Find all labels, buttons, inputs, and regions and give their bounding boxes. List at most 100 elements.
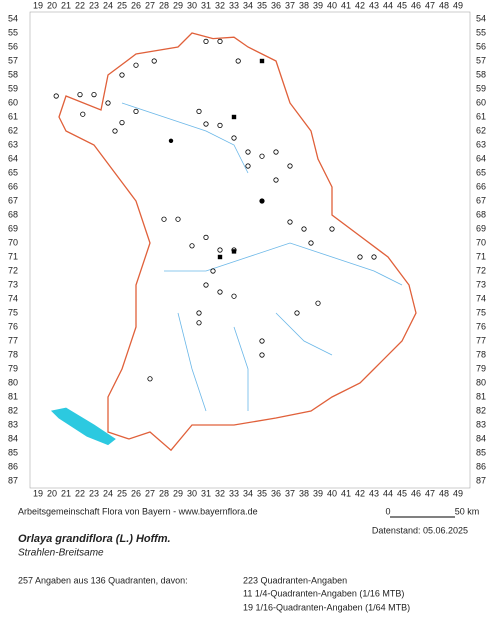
occurrence-filled — [259, 198, 265, 204]
occurrences — [53, 38, 377, 382]
row-label: 87 — [476, 475, 486, 485]
row-label: 71 — [8, 251, 18, 261]
column-label: 32 — [215, 488, 225, 498]
row-label: 61 — [8, 111, 18, 121]
row-label: 67 — [476, 195, 486, 205]
column-label: 35 — [257, 488, 267, 498]
occurrence-filled — [168, 138, 174, 143]
row-label: 85 — [476, 447, 486, 457]
row-label: 87 — [8, 475, 18, 485]
row-label: 83 — [476, 419, 486, 429]
column-label: 28 — [159, 0, 169, 10]
date: Datenstand: 05.06.2025 — [372, 525, 468, 535]
row-label: 56 — [8, 41, 18, 51]
column-label: 32 — [215, 0, 225, 10]
state-border — [58, 32, 417, 452]
row-label: 74 — [8, 293, 18, 303]
occurrence — [371, 254, 377, 260]
row-label: 69 — [476, 223, 486, 233]
column-label: 33 — [229, 488, 239, 498]
occurrence — [245, 163, 251, 169]
column-label: 36 — [271, 488, 281, 498]
column-label: 47 — [425, 488, 435, 498]
row-label: 82 — [476, 405, 486, 415]
column-label: 48 — [439, 0, 449, 10]
occurrence — [308, 240, 314, 246]
occurrence — [189, 243, 195, 249]
rivers — [121, 102, 403, 412]
river — [164, 242, 403, 286]
lake — [50, 407, 116, 446]
column-label: 31 — [201, 0, 211, 10]
occurrence — [259, 338, 265, 344]
row-label: 77 — [8, 335, 18, 345]
occurrence — [203, 121, 209, 127]
occurrence — [53, 93, 59, 99]
count: 223 Quadranten-Angaben — [243, 575, 347, 585]
row-label: 78 — [8, 349, 18, 359]
river — [233, 326, 249, 411]
column-label: 44 — [383, 488, 393, 498]
occurrence — [217, 122, 223, 129]
column-label: 28 — [159, 488, 169, 498]
column-label: 19 — [33, 0, 43, 10]
column-label: 43 — [369, 0, 379, 10]
column-label: 49 — [453, 488, 463, 498]
credit: Arbeitsgemeinschaft Flora von Bayern - w… — [18, 506, 258, 516]
column-label: 44 — [383, 0, 393, 10]
column-label: 27 — [145, 488, 155, 498]
column-label: 35 — [257, 0, 267, 10]
row-label: 75 — [8, 307, 18, 317]
subtitle: Strahlen-Breitsame — [18, 548, 104, 559]
occurrence — [196, 310, 202, 316]
occurrence — [112, 128, 118, 134]
summary: 257 Angaben aus 136 Quadranten, davon: — [18, 575, 188, 585]
column-label: 24 — [103, 488, 113, 498]
column-label: 26 — [131, 0, 141, 10]
column-label: 29 — [173, 488, 183, 498]
row-label: 60 — [476, 97, 486, 107]
row-label: 70 — [476, 237, 486, 247]
occurrence-exact — [259, 58, 265, 64]
column-label: 20 — [47, 488, 57, 498]
row-label: 68 — [8, 209, 18, 219]
row-label: 57 — [8, 55, 18, 65]
column-label: 38 — [299, 488, 309, 498]
river — [275, 312, 333, 356]
occurrence — [91, 92, 97, 98]
count: 19 1/16-Quadranten-Angaben (1/64 MTB) — [243, 602, 410, 612]
row-label: 85 — [8, 447, 18, 457]
row-label: 59 — [8, 83, 18, 93]
row-label: 77 — [476, 335, 486, 345]
river — [121, 102, 249, 174]
row-label: 67 — [8, 195, 18, 205]
row-label: 71 — [476, 251, 486, 261]
occurrence — [119, 72, 125, 78]
occurrence — [80, 111, 86, 117]
occurrence — [119, 120, 125, 126]
column-label: 36 — [271, 0, 281, 10]
column-label: 47 — [425, 0, 435, 10]
row-label: 58 — [476, 69, 486, 79]
column-label: 25 — [117, 488, 127, 498]
column-label: 45 — [397, 0, 407, 10]
row-label: 66 — [8, 181, 18, 191]
row-label: 60 — [8, 97, 18, 107]
occurrence — [259, 153, 265, 159]
column-label: 46 — [411, 488, 421, 498]
row-label: 86 — [8, 461, 18, 471]
occurrence — [235, 58, 241, 64]
row-label: 76 — [8, 321, 18, 331]
occurrence — [287, 163, 293, 169]
row-label: 56 — [476, 41, 486, 51]
occurrence — [196, 320, 202, 326]
column-label: 40 — [327, 488, 337, 498]
column-label: 27 — [145, 0, 155, 10]
title: Orlaya grandiflora (L.) Hoffm. — [18, 533, 171, 545]
row-label: 65 — [476, 167, 486, 177]
occurrence-exact — [231, 114, 237, 120]
row-label: 55 — [8, 27, 18, 37]
column-label: 22 — [75, 488, 85, 498]
column-label: 40 — [327, 0, 337, 10]
row-label: 72 — [476, 265, 486, 275]
